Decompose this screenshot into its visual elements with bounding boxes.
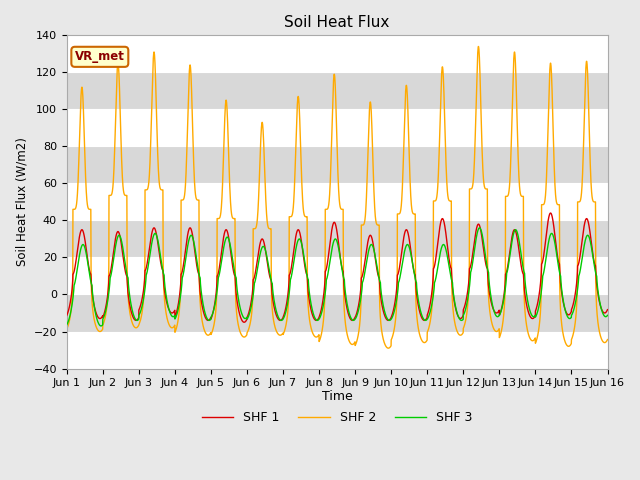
- SHF 1: [547, 210, 554, 216]
- Bar: [67, 295, 607, 332]
- SHF 3: [97, 323, 105, 329]
- Bar: [67, 146, 607, 183]
- Legend: SHF 1, SHF 2, SHF 3: SHF 1, SHF 2, SHF 3: [197, 406, 477, 429]
- SHF 2: [436, 103, 444, 108]
- SHF 3: [436, 249, 444, 255]
- SHF 3: [476, 225, 483, 231]
- SHF 1: [231, 273, 239, 279]
- SHF 2: [231, 216, 239, 221]
- Line: SHF 3: SHF 3: [67, 228, 607, 326]
- SHF 3: [127, 302, 135, 308]
- Line: SHF 2: SHF 2: [67, 47, 607, 348]
- SHF 1: [128, 311, 136, 317]
- SHF 3: [63, 322, 70, 327]
- Line: SHF 1: SHF 1: [67, 213, 607, 322]
- SHF 1: [481, 253, 488, 259]
- Text: VR_met: VR_met: [75, 50, 125, 63]
- SHF 3: [97, 323, 105, 329]
- Y-axis label: Soil Heat Flux (W/m2): Soil Heat Flux (W/m2): [15, 137, 28, 266]
- SHF 2: [604, 336, 611, 342]
- Bar: [67, 72, 607, 109]
- Title: Soil Heat Flux: Soil Heat Flux: [284, 15, 390, 30]
- Bar: [67, 220, 607, 257]
- SHF 2: [128, 319, 136, 324]
- SHF 2: [63, 326, 70, 332]
- SHF 1: [604, 307, 611, 312]
- SHF 1: [127, 308, 135, 314]
- SHF 3: [604, 312, 611, 318]
- SHF 3: [481, 247, 488, 253]
- SHF 1: [97, 315, 105, 321]
- SHF 3: [128, 306, 136, 312]
- SHF 1: [436, 221, 444, 227]
- X-axis label: Time: Time: [322, 390, 353, 403]
- SHF 2: [385, 345, 392, 351]
- SHF 1: [241, 319, 248, 325]
- SHF 2: [97, 328, 105, 334]
- SHF 1: [63, 312, 70, 318]
- SHF 2: [481, 184, 488, 190]
- SHF 2: [475, 44, 483, 49]
- SHF 3: [231, 271, 239, 277]
- SHF 2: [127, 316, 135, 322]
